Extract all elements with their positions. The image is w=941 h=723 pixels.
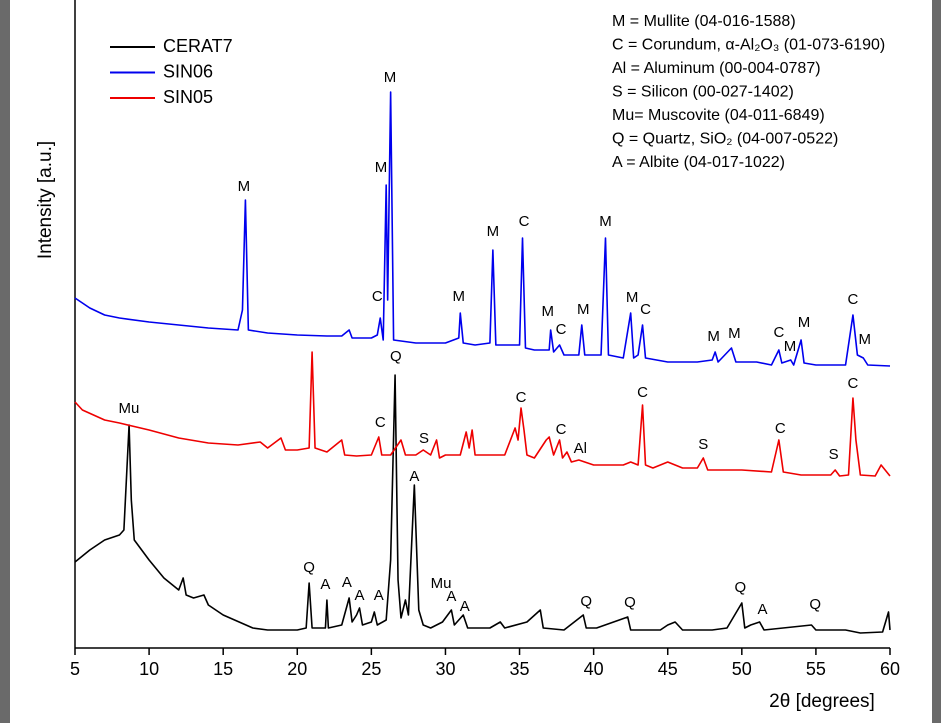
phase-legend-entry: Al = Aluminum (00-004-0787) [612, 60, 821, 77]
x-tick-label: 5 [70, 659, 80, 679]
peak-label: C [640, 301, 651, 318]
legend-label: CERAT7 [163, 36, 233, 56]
peak-label: M [728, 325, 741, 342]
series-line [74, 91, 891, 367]
legend-label: SIN05 [163, 87, 213, 107]
peak-label: M [453, 288, 466, 305]
peak-label: S [698, 436, 708, 453]
peak-label: A [460, 598, 470, 615]
peak-label: A [320, 576, 330, 593]
x-tick-label: 25 [361, 659, 381, 679]
peak-label: A [355, 587, 365, 604]
peak-label: M [541, 303, 554, 320]
peak-label: C [556, 421, 567, 438]
peak-label: M [626, 289, 639, 306]
phase-legend-entry: A = Albite (04-017-1022) [612, 154, 785, 171]
peak-label: Q [580, 593, 592, 610]
peak-label: A [342, 574, 352, 591]
phase-legend-entry: Mu= Muscovite (04-011-6849) [612, 107, 825, 124]
peak-label: C [848, 375, 859, 392]
y-axis-label: Intensity [a.u.] [35, 141, 56, 259]
peak-label: S [829, 446, 839, 463]
peak-label: C [773, 324, 784, 341]
peak-label: Q [624, 594, 636, 611]
x-tick-label: 60 [880, 659, 900, 679]
x-tick-label: 50 [732, 659, 752, 679]
peak-label: A [446, 588, 456, 605]
peak-label: M [798, 314, 811, 331]
peak-label: M [487, 223, 500, 240]
peak-label: C [519, 213, 530, 230]
phase-legend-entry: S = Silicon (00-027-1402) [612, 84, 794, 101]
x-tick-label: 20 [287, 659, 307, 679]
peak-label: C [516, 389, 527, 406]
peak-label: M [384, 69, 397, 86]
peak-label: Q [735, 579, 747, 596]
x-tick-label: 30 [435, 659, 455, 679]
peak-label: Q [390, 348, 402, 365]
x-axis-label: 2θ [degrees] [769, 691, 875, 712]
peak-label: M [599, 213, 612, 230]
plot-background [10, 0, 932, 723]
phase-legend-entry: C = Corundum, α-Al₂O₃ (01-073-6190) [612, 37, 885, 54]
peak-label: Mu [119, 400, 140, 417]
peak-label: M [577, 301, 590, 318]
phase-legend-entry: Q = Quartz, SiO₂ (04-007-0522) [612, 131, 838, 148]
peak-label: M [707, 328, 720, 345]
peak-label: Q [303, 559, 315, 576]
peak-label: C [637, 384, 648, 401]
peak-label: A [374, 587, 384, 604]
peak-label: M [859, 331, 872, 348]
peak-label: C [775, 420, 786, 437]
peak-label: Mu [431, 575, 452, 592]
peak-label: M [375, 159, 388, 176]
x-tick-label: 10 [139, 659, 159, 679]
x-tick-label: 45 [658, 659, 678, 679]
peak-label: A [409, 468, 419, 485]
peak-label: M [238, 178, 251, 195]
x-tick-label: 55 [806, 659, 826, 679]
legend-label: SIN06 [163, 61, 213, 81]
x-tick-label: 15 [213, 659, 233, 679]
peak-label: C [556, 321, 567, 338]
x-tick-label: 40 [584, 659, 604, 679]
phase-legend-entry: M = Mullite (04-016-1588) [612, 13, 796, 30]
peak-label: Al [574, 440, 587, 457]
series-line [74, 351, 891, 477]
peak-label: C [372, 288, 383, 305]
peak-label: C [375, 414, 386, 431]
peak-label: S [419, 430, 429, 447]
peak-label: C [848, 291, 859, 308]
peak-label: M [784, 338, 797, 355]
peak-label: A [758, 601, 768, 618]
series-line [74, 374, 891, 634]
peak-label: Q [809, 596, 821, 613]
x-tick-label: 35 [510, 659, 530, 679]
